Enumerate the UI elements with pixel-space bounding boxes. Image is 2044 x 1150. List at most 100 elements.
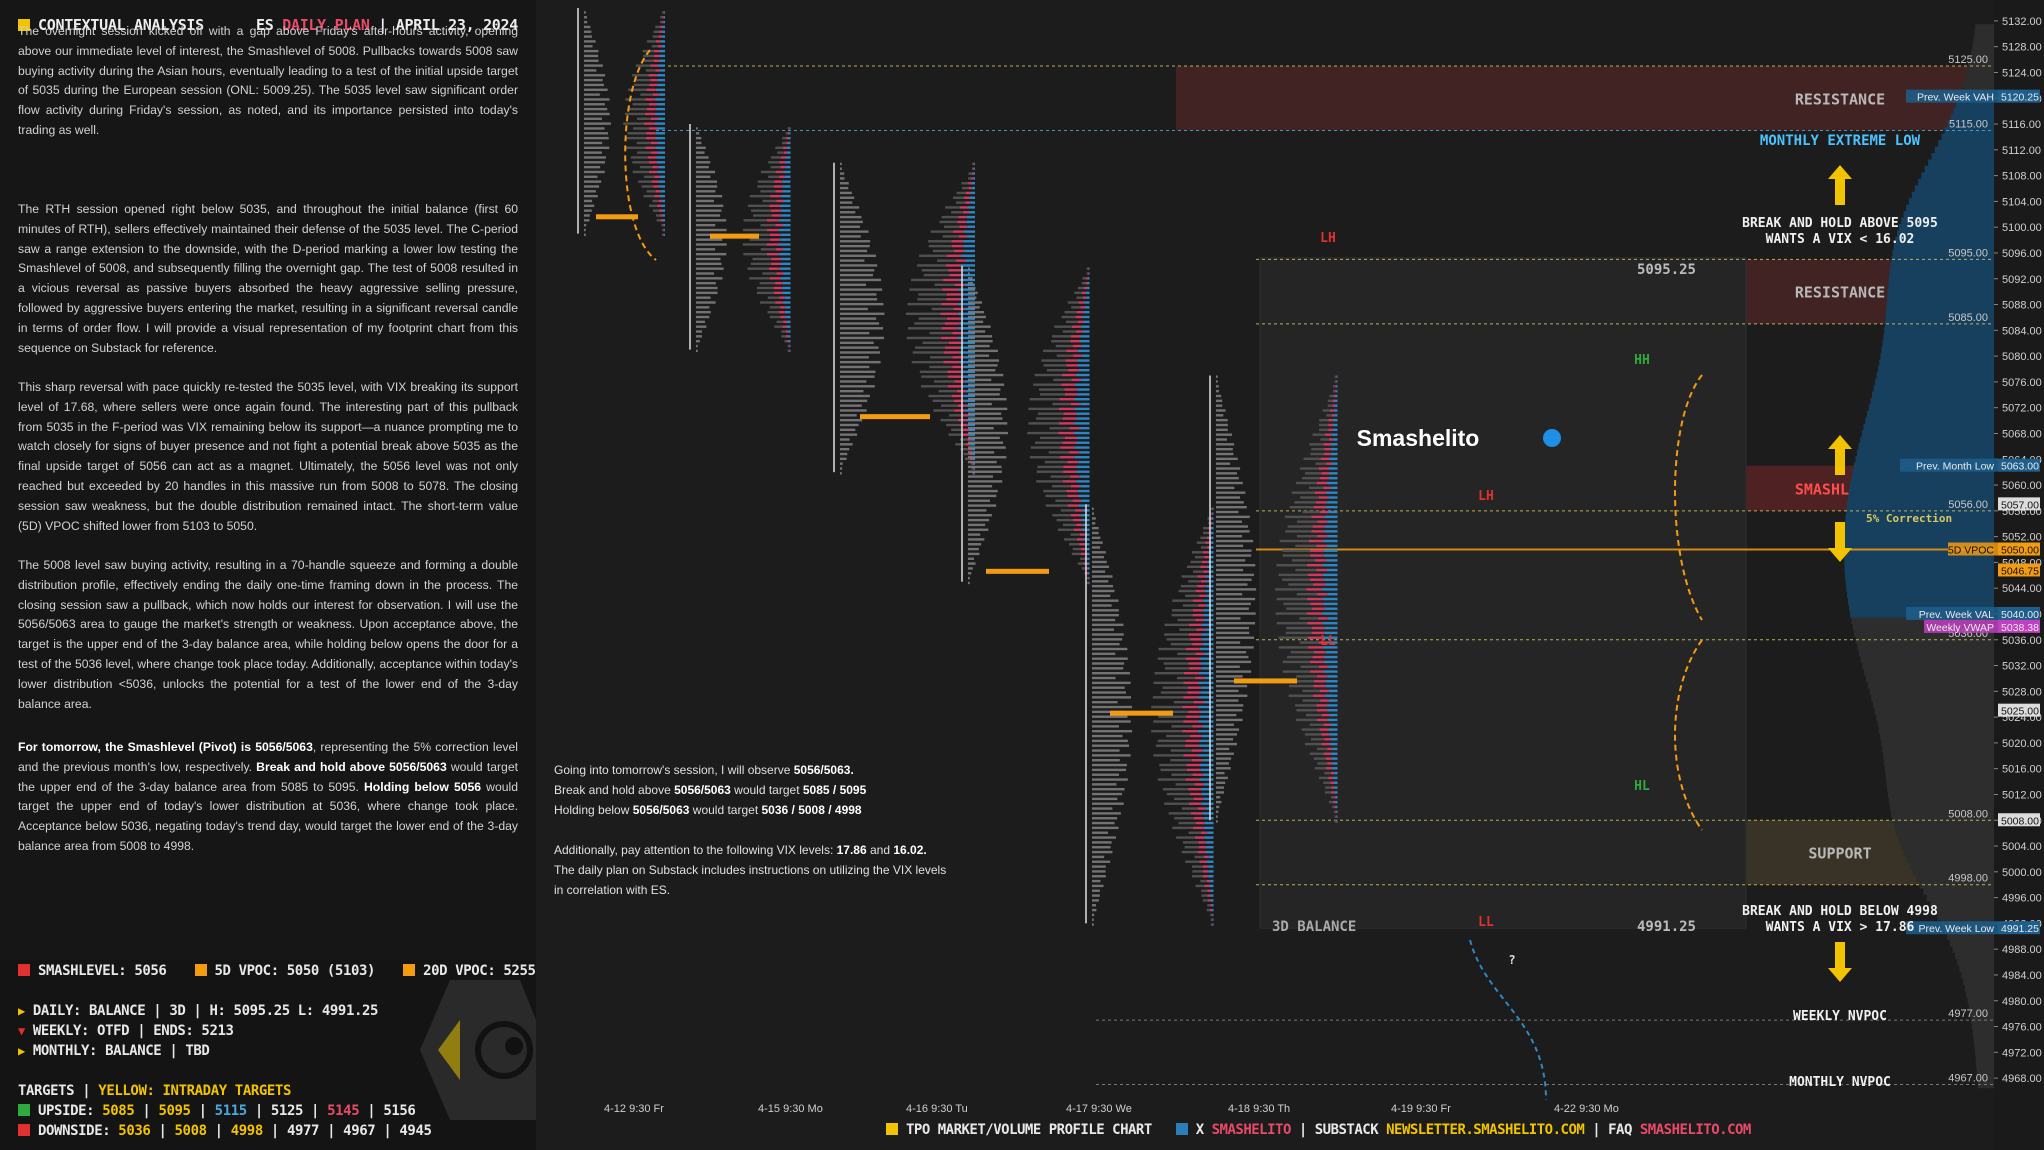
session-buy-bar <box>788 335 791 338</box>
tpo-letter-row <box>968 567 973 570</box>
volume-profile-bar <box>1844 526 1994 534</box>
tpo-letter-row <box>696 330 702 333</box>
session-buy-bar <box>1322 636 1338 639</box>
tpo-letter-row <box>1216 481 1243 485</box>
session-volume-bar <box>769 315 781 319</box>
session-sell-bar <box>650 117 658 120</box>
session-buy-bar <box>972 457 975 461</box>
session-sell-bar <box>783 151 788 154</box>
tpo-letter-row <box>584 228 586 232</box>
session-volume-bar <box>1042 349 1067 353</box>
tpo-letter-row <box>1216 476 1239 480</box>
session-sell-bar <box>775 190 783 193</box>
session-volume-bar <box>1206 908 1211 912</box>
tpo-letter-row <box>696 194 723 198</box>
volume-profile-bar <box>1971 1023 1994 1031</box>
session-buy-bar <box>1082 315 1090 319</box>
session-volume-bar <box>1296 675 1317 678</box>
session-buy-bar <box>1335 404 1338 407</box>
session-volume-bar <box>1181 850 1198 854</box>
tpo-letter-row <box>968 470 1002 473</box>
session-volume-bar <box>1296 709 1317 712</box>
volume-profile-bar <box>1963 978 1994 986</box>
volume-profile-bar <box>1870 398 1994 405</box>
footer-site-link[interactable]: NEWSLETTER.SMASHELITO.COM <box>1386 1122 1585 1138</box>
tpo-letter-row <box>968 460 997 464</box>
session-sell-bar <box>770 238 781 241</box>
session-volume-bar <box>652 199 659 203</box>
axis-name-tag-text: Prev. Week VAH <box>1917 92 1994 104</box>
tpo-letter-row <box>840 172 845 175</box>
tpo-letter-row <box>1092 783 1117 786</box>
session-sell-bar <box>1318 496 1329 499</box>
tpo-letter-row <box>1092 918 1094 921</box>
tpo-letter-row <box>1216 375 1218 378</box>
tpo-letter-row <box>1092 821 1115 825</box>
tpo-letter-row <box>1092 681 1131 685</box>
session-volume-bar <box>1200 879 1207 883</box>
session-volume-bar <box>1055 499 1073 502</box>
footer-sep: | <box>1298 1122 1307 1138</box>
session-buy-bar <box>964 409 975 412</box>
y-tick-label: 5108.00 <box>2002 171 2042 183</box>
session-volume-bar <box>1210 918 1213 921</box>
session-volume-bar <box>652 209 659 212</box>
session-volume-bar <box>1039 388 1065 391</box>
tpo-letter-row <box>968 451 995 454</box>
tpo-letter-row <box>1092 797 1118 801</box>
session-sell-bar <box>1184 671 1199 675</box>
footer-handle-link[interactable]: SMASHELITO <box>1211 1122 1292 1138</box>
session-volume-bar <box>1282 578 1310 581</box>
tpo-letter-row <box>1092 517 1096 520</box>
session-sell-bar <box>940 336 958 340</box>
session-buy-bar <box>1198 720 1214 723</box>
volume-profile-bar <box>1912 868 1994 876</box>
session-buy-bar <box>655 107 665 111</box>
session-buy-bar <box>1328 689 1338 693</box>
session-volume-bar <box>1283 602 1311 606</box>
session-volume-bar <box>956 191 966 195</box>
session-sell-bar <box>1192 773 1203 776</box>
triangle-down-icon: ▼ <box>18 1024 25 1038</box>
session-volume-bar <box>1192 870 1203 873</box>
session-volume-bar <box>914 322 945 325</box>
session-volume-bar <box>747 267 769 270</box>
tpo-letter-row <box>1216 810 1219 813</box>
volume-profile-bar <box>1919 881 1994 889</box>
tpo-letter-row <box>840 288 883 291</box>
session-sell-bar <box>973 162 975 166</box>
session-sell-bar <box>1063 470 1077 473</box>
tpo-letter-row <box>1092 700 1118 704</box>
session-volume-bar <box>1182 604 1199 607</box>
y-tick-label: 5004.00 <box>2002 841 2042 853</box>
session-volume-bar <box>1166 734 1190 738</box>
session-buy-bar <box>1201 662 1214 665</box>
session-volume-bar <box>933 409 955 412</box>
footer-faq-link[interactable]: SMASHELITO.COM <box>1639 1122 1752 1138</box>
session-buy-bar <box>780 277 791 280</box>
session-buy-bar <box>963 356 975 359</box>
tpo-letter-row <box>1216 718 1243 722</box>
note-bold: 17.86 <box>836 843 867 857</box>
session-buy-bar <box>1327 520 1338 523</box>
tpo-letter-row <box>696 156 709 159</box>
session-volume-bar <box>971 467 974 470</box>
session-sell-bar <box>1064 436 1078 440</box>
tpo-letter-row <box>1216 399 1223 403</box>
note-line-3: Holding below 5056/5063 would target 503… <box>554 800 946 820</box>
session-volume-bar <box>1300 467 1319 470</box>
session-volume-bar <box>1037 465 1064 469</box>
volume-profile-bar <box>1969 56 1994 64</box>
session-buy-bar <box>962 273 975 277</box>
session-sell-bar <box>771 257 781 261</box>
tpo-letter-row <box>840 433 858 436</box>
session-buy-bar <box>958 327 975 330</box>
volume-profile-bar <box>1889 269 1994 276</box>
volume-profile-bar <box>1893 243 1994 251</box>
tpo-letter-row <box>840 186 849 190</box>
tpo-letter-row <box>840 331 870 335</box>
session-sell-bar <box>951 244 964 248</box>
session-buy-bar <box>1206 846 1214 849</box>
tpo-letter-row <box>968 398 1007 401</box>
